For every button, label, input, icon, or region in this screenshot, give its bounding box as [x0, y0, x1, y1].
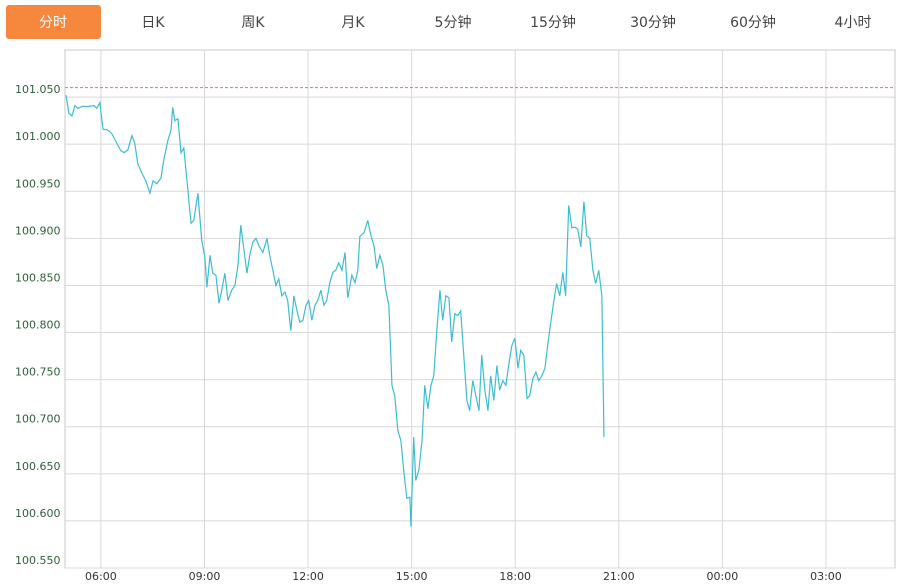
tab[interactable]: 30分钟	[630, 14, 676, 31]
x-tick-label: 09:00	[189, 570, 221, 583]
x-tick-label: 15:00	[396, 570, 428, 583]
tab[interactable]: 5分钟	[435, 14, 472, 31]
y-tick-label: 100.850	[15, 271, 61, 284]
y-tick-label: 100.900	[15, 224, 61, 237]
x-tick-label: 06:00	[85, 570, 117, 583]
y-tick-label: 100.800	[15, 319, 61, 332]
tab[interactable]: 分时	[39, 15, 67, 31]
y-tick-label: 101.050	[15, 83, 61, 96]
x-tick-label: 00:00	[707, 570, 739, 583]
y-tick-label: 100.600	[15, 507, 61, 520]
y-tick-label: 100.700	[15, 413, 61, 426]
active-tab-bg	[6, 5, 101, 39]
tab[interactable]: 15分钟	[530, 14, 576, 31]
y-tick-label: 100.650	[15, 460, 61, 473]
x-tick-label: 21:00	[603, 570, 635, 583]
tab[interactable]: 60分钟	[730, 14, 776, 31]
y-tick-label: 100.950	[15, 177, 61, 190]
y-tick-label: 100.750	[15, 366, 61, 379]
x-tick-label: 03:00	[810, 570, 842, 583]
tab[interactable]: 周K	[241, 15, 265, 31]
tab[interactable]: 日K	[141, 15, 165, 31]
tab[interactable]: 月K	[341, 15, 365, 31]
price-line	[65, 95, 605, 527]
x-tick-label: 18:00	[499, 570, 531, 583]
y-tick-label: 100.550	[15, 554, 61, 567]
plot-frame	[64, 49, 896, 569]
x-tick-label: 12:00	[292, 570, 324, 583]
y-tick-label: 101.000	[15, 130, 61, 143]
tab[interactable]: 4小时	[835, 15, 872, 31]
